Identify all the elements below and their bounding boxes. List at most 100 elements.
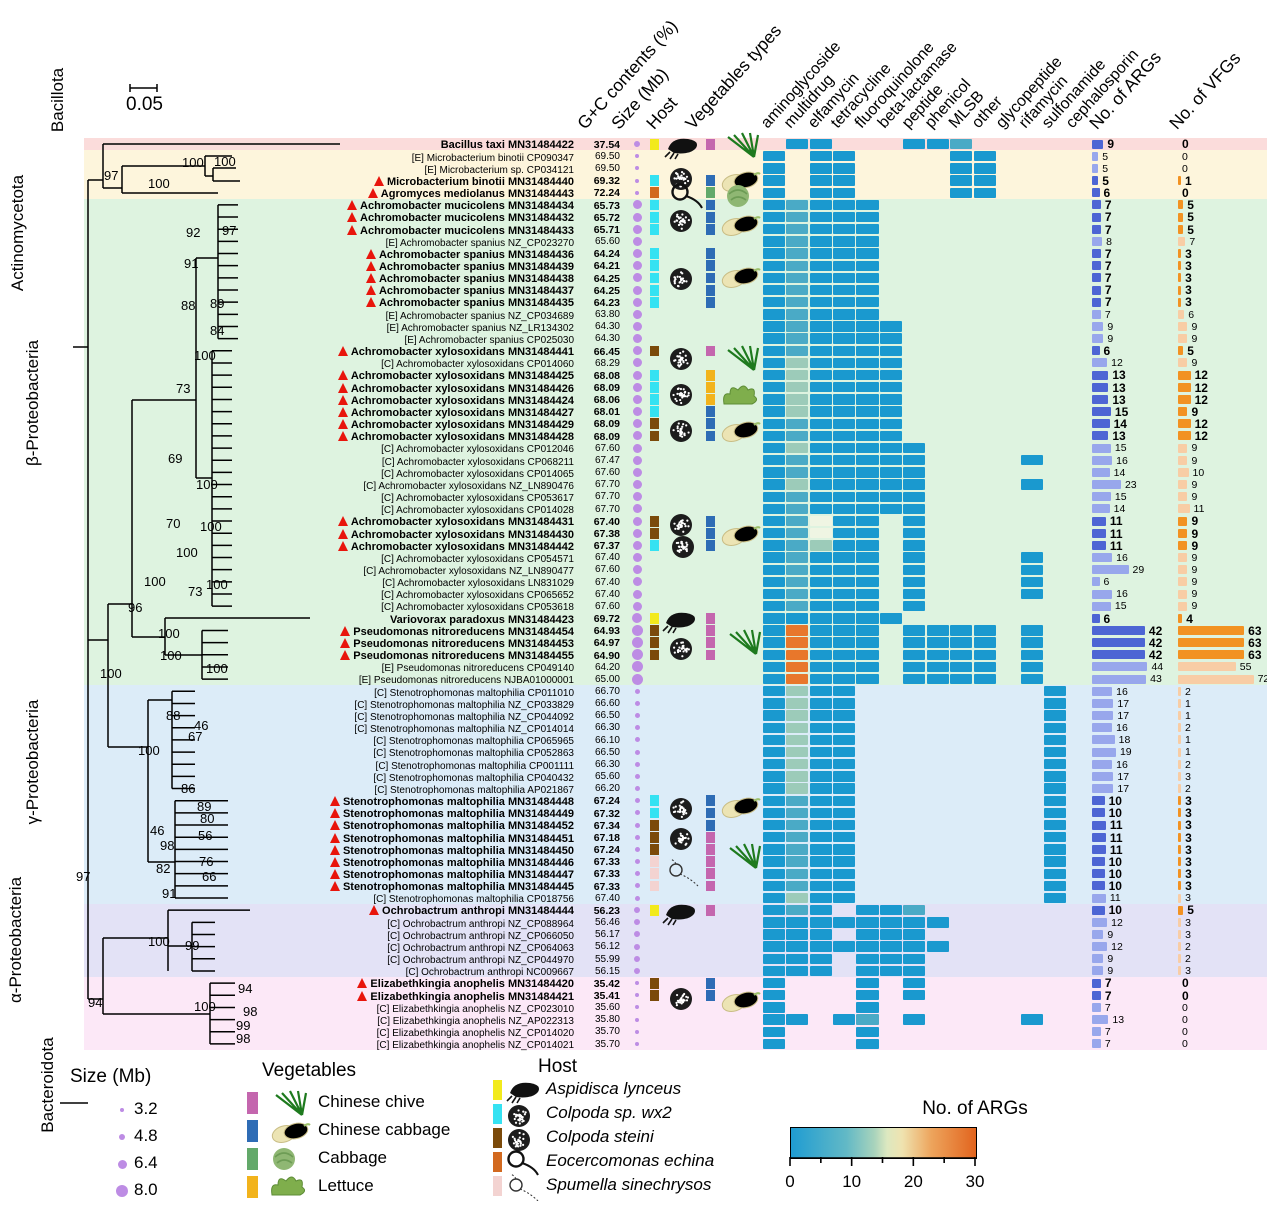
- vfg-bar: [1178, 419, 1191, 428]
- heatmap-cell: [763, 771, 785, 781]
- size-legend-dot: [116, 1185, 128, 1197]
- vfg-bar: [1178, 237, 1185, 246]
- vfg-count: 0: [1182, 1026, 1188, 1038]
- arg-bar: [1092, 772, 1113, 781]
- vegetable-swatch: [706, 406, 715, 417]
- taxon-row: Achromobacter xylosoxidans MN31484428: [85, 430, 574, 442]
- taxon-row: [C] Elizabethkingia anophelis NZ_CP02301…: [85, 1002, 574, 1014]
- genome-size-dot: [633, 504, 642, 513]
- heatmap-cell: [903, 552, 925, 562]
- heatmap-cell: [810, 200, 832, 210]
- taxon-row: [C] Ochrobactrum anthropi NZ_CP066050: [85, 929, 574, 941]
- colorbar-tick-label: 30: [966, 1172, 985, 1192]
- taxon-row: [C] Achromobacter xylosoxidans CP053617: [85, 491, 574, 503]
- arg-count: 18: [1119, 734, 1131, 746]
- arg-count: 11: [1110, 515, 1123, 527]
- heatmap-cell: [786, 796, 808, 806]
- heatmap-cell: [763, 467, 785, 477]
- heatmap-cell: [903, 929, 925, 939]
- arg-bar: [1092, 1027, 1101, 1036]
- chinese-chive-icon: [722, 842, 766, 872]
- vegetable-swatch: [706, 516, 715, 527]
- heatmap-cell: [810, 139, 832, 149]
- arg-count: 16: [1116, 588, 1128, 600]
- vfg-bar: [1178, 723, 1181, 732]
- arg-bar: [1092, 942, 1107, 951]
- heatmap-cell: [810, 565, 832, 575]
- chinese-chive-icon: [720, 344, 764, 374]
- heatmap-cell: [810, 747, 832, 757]
- arg-bar: [1092, 492, 1111, 501]
- heatmap-cell: [786, 346, 808, 356]
- heatmap-cell: [810, 783, 832, 793]
- vegetable-swatch: [706, 224, 715, 235]
- eocercomonas-echina-icon: [668, 182, 712, 212]
- taxon-row: Achromobacter spanius MN31484437: [85, 284, 574, 296]
- vfg-count: 9: [1191, 540, 1198, 552]
- arg-count: 7: [1105, 1038, 1111, 1050]
- gc-value: 68.09: [576, 431, 620, 443]
- arg-bar: [1092, 675, 1146, 684]
- heatmap-cell: [763, 528, 785, 538]
- genome-size-dot: [633, 480, 642, 489]
- vfg-count: 4: [1186, 613, 1193, 625]
- heatmap-cell: [810, 759, 832, 769]
- vfg-bar: [1178, 614, 1182, 623]
- heatmap-cell: [833, 735, 855, 745]
- vfg-bar: [1178, 735, 1181, 744]
- chinese-cabbage-icon: [718, 210, 762, 240]
- heatmap-cell: [856, 516, 878, 526]
- gc-value: 69.32: [576, 175, 620, 187]
- vfg-count: 2: [1185, 941, 1191, 953]
- vegetable-swatch: [706, 540, 715, 551]
- taxon-row: [C] Stenotrophomonas maltophilia NZ_CP01…: [85, 722, 574, 734]
- heatmap-cell: [786, 236, 808, 246]
- genome-size-dot: [635, 871, 640, 876]
- gc-value: 35.80: [576, 1014, 620, 1026]
- heatmap-cell: [903, 905, 925, 915]
- heatmap-cell: [927, 674, 949, 684]
- heatmap-cell: [786, 735, 808, 745]
- vfg-bar: [1178, 273, 1181, 282]
- heatmap-cell: [786, 261, 808, 271]
- arg-count: 7: [1105, 224, 1112, 236]
- genome-size-dot: [635, 798, 640, 803]
- arg-bar: [1092, 310, 1101, 319]
- genome-size-dot: [635, 701, 640, 706]
- genome-size-dot: [633, 310, 642, 319]
- heatmap-cell: [856, 929, 878, 939]
- size-legend-title: Size (Mb): [70, 1066, 151, 1088]
- host-swatch: [650, 394, 659, 405]
- arg-bar: [1092, 431, 1108, 440]
- gc-value: 56.12: [576, 941, 620, 953]
- arg-count: 11: [1110, 540, 1123, 552]
- heatmap-cell: [880, 905, 902, 915]
- colorbar-tick-label: 10: [842, 1172, 861, 1192]
- heatmap-cell: [810, 869, 832, 879]
- heatmap-cell: [833, 759, 855, 769]
- heatmap-cell: [810, 577, 832, 587]
- heatmap-cell: [1021, 577, 1043, 587]
- heatmap-cell: [974, 662, 996, 672]
- arg-bar: [1092, 261, 1101, 270]
- vfg-bar: [1178, 456, 1187, 465]
- vfg-bar: [1178, 930, 1181, 939]
- taxon-row: Achromobacter mucicolens MN31484433: [85, 224, 574, 236]
- heatmap-cell: [856, 1014, 878, 1024]
- heatmap-cell: [810, 881, 832, 891]
- arg-count: 15: [1115, 442, 1127, 454]
- heatmap-cell: [856, 285, 878, 295]
- heatmap-cell: [763, 382, 785, 392]
- heatmap-cell: [856, 589, 878, 599]
- heatmap-cell: [833, 431, 855, 441]
- heatmap-cell: [880, 406, 902, 416]
- vfg-count: 12: [1195, 369, 1208, 381]
- arg-count: 13: [1112, 369, 1125, 381]
- heatmap-cell: [880, 382, 902, 392]
- heatmap-cell: [856, 601, 878, 611]
- heatmap-cell: [810, 492, 832, 502]
- vfg-bar: [1178, 845, 1181, 854]
- vfg-bar: [1178, 468, 1189, 477]
- vfg-bar: [1178, 918, 1181, 927]
- isolate-triangle-icon: [330, 808, 340, 818]
